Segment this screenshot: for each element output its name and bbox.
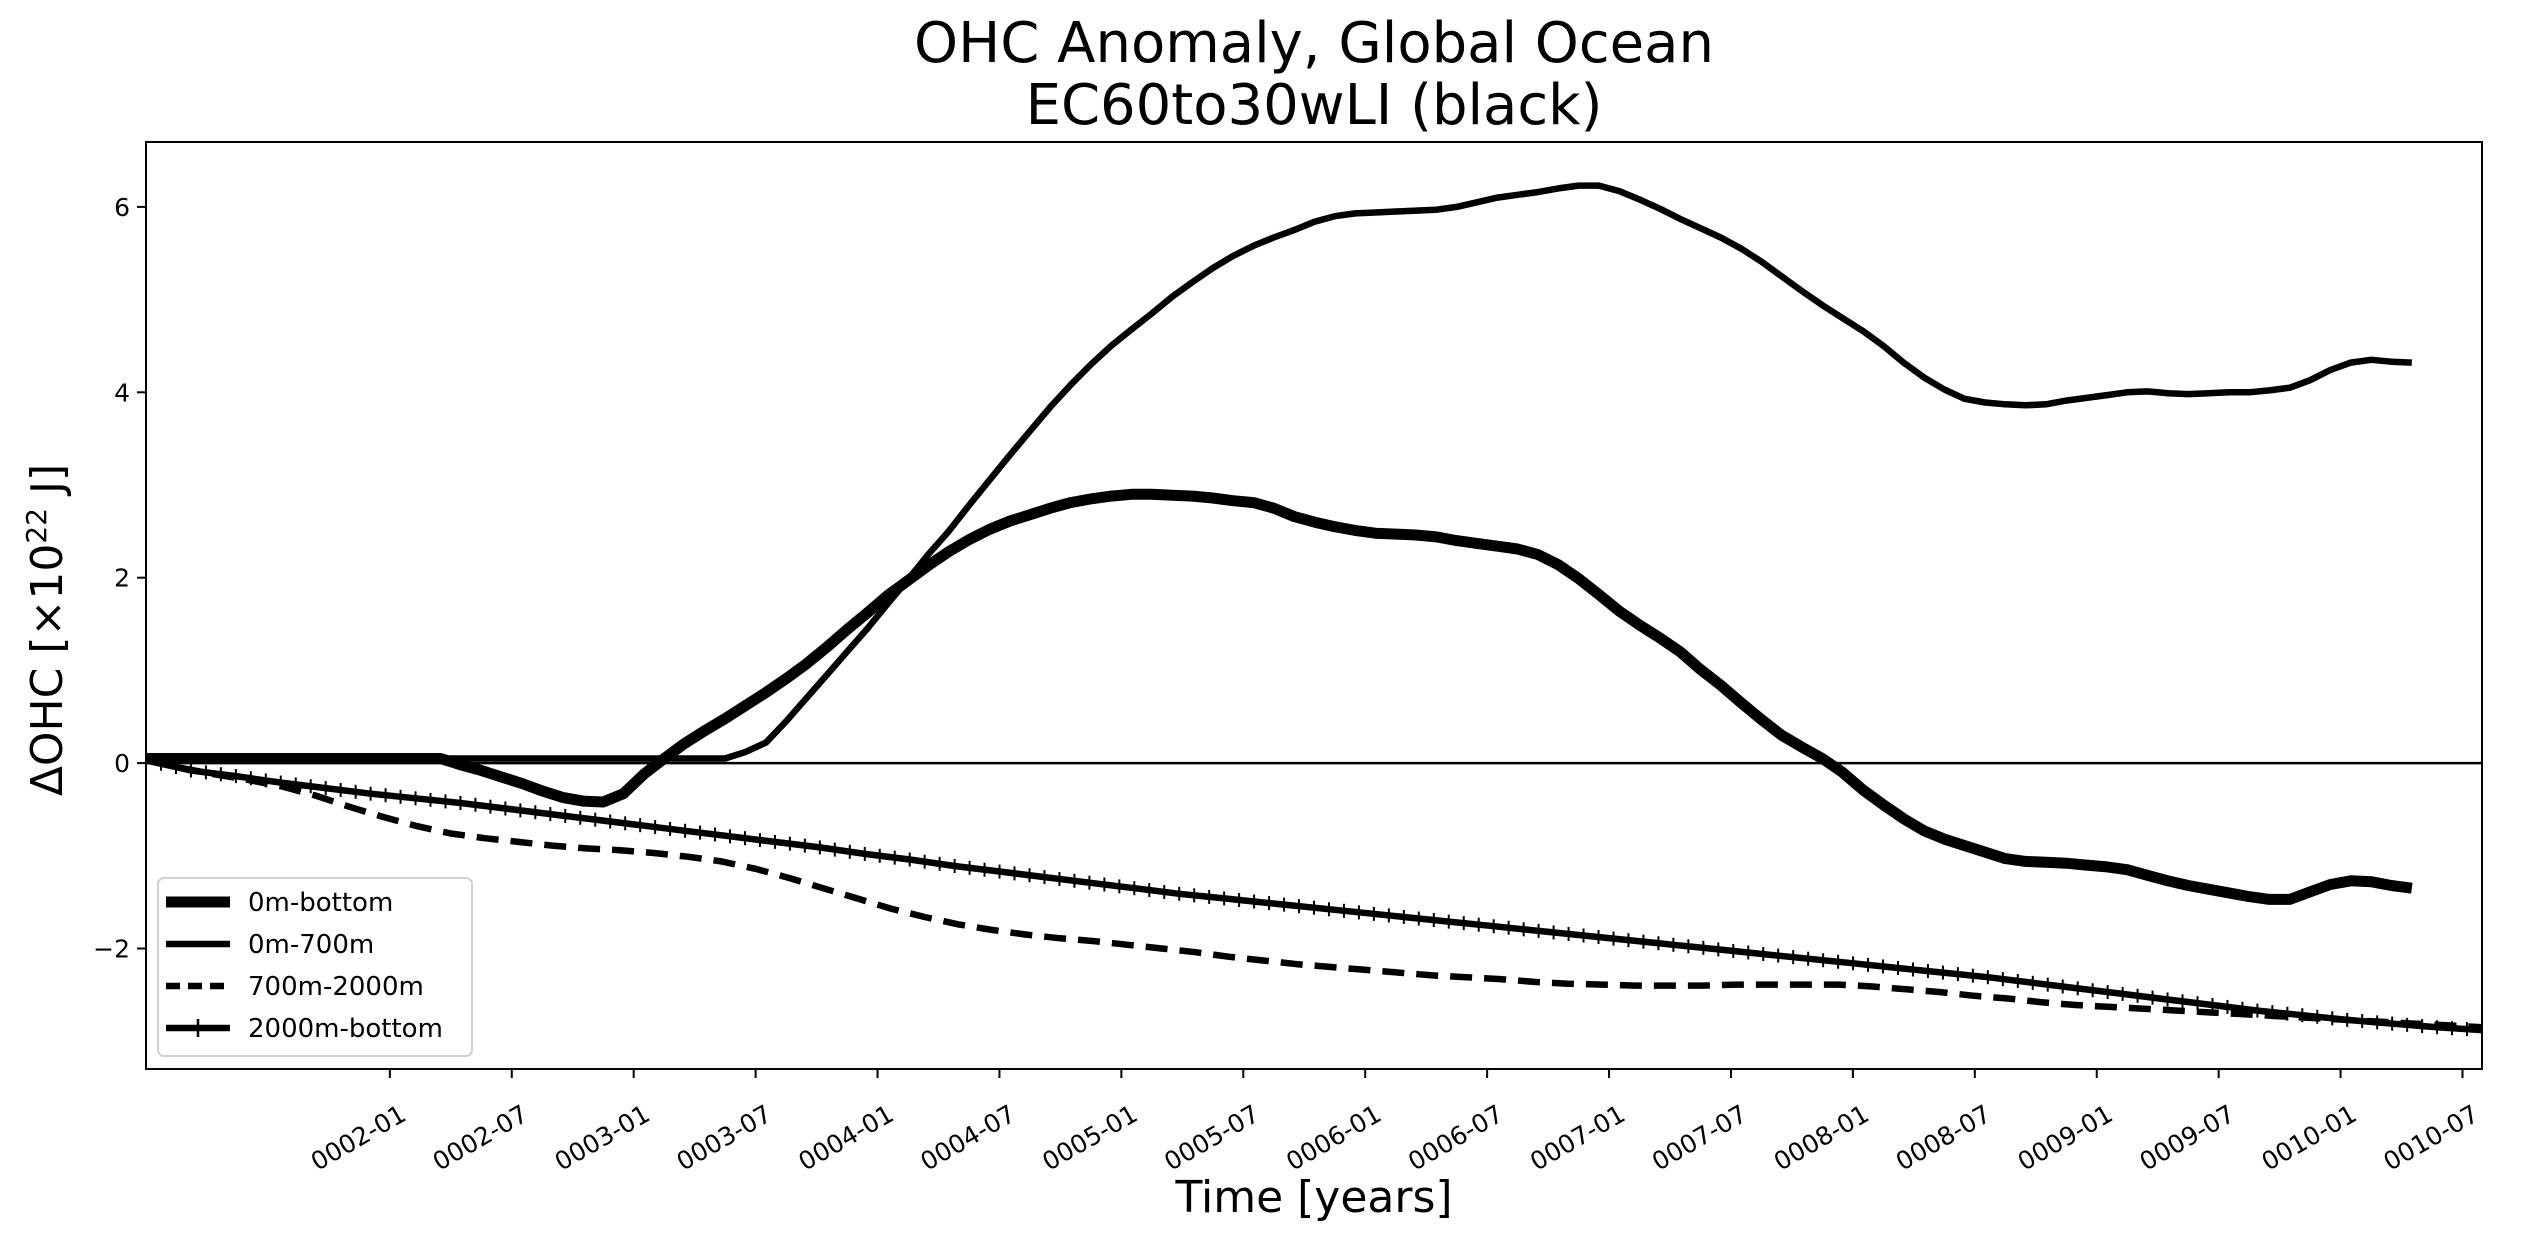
x-axis-label: Time [years] <box>1174 1172 1452 1223</box>
chart-subtitle: EC60to30wLI (black) <box>1026 73 1603 138</box>
y-axis-label-exponent: 22 <box>20 508 53 544</box>
legend-label-1: 0m-700m <box>248 930 374 960</box>
legend-label-0: 0m-bottom <box>248 888 393 918</box>
y-axis-label-main: ΔOHC [×10 <box>22 544 73 797</box>
y-tick-label-2: 2 <box>114 564 130 593</box>
y-axis-label-suffix: J] <box>22 464 73 508</box>
axes-frame <box>145 141 2483 1070</box>
legend-label-2: 700m-2000m <box>248 972 424 1002</box>
y-tick-label-4: 6 <box>114 193 130 222</box>
series-line-0m-700m <box>146 182 2412 762</box>
y-tick-label-0: −2 <box>93 934 130 963</box>
legend-box <box>157 877 473 1057</box>
series-line-0m-bottom <box>146 488 2413 905</box>
legend: 0m-bottom 0m-700m 700m-2000m 2000m-bottom <box>157 877 473 1057</box>
y-tick-label-1: 0 <box>114 749 130 778</box>
y-tick-label-3: 4 <box>114 378 130 407</box>
chart-title: OHC Anomaly, Global Ocean <box>914 11 1714 76</box>
legend-label-3: 2000m-bottom <box>248 1014 443 1044</box>
y-axis-label: ΔOHC [×1022 J] <box>20 464 74 796</box>
